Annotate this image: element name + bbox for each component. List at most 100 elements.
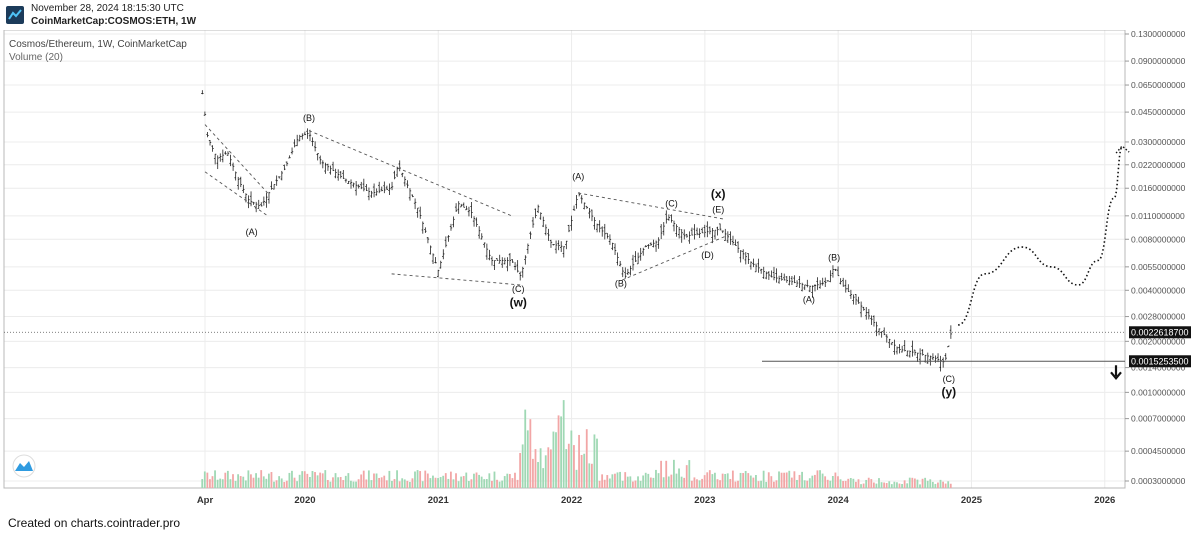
tv-badge-icon[interactable] <box>12 454 36 478</box>
volume-bar <box>291 470 293 488</box>
volume-bar <box>480 476 483 488</box>
volume-bar <box>426 473 429 488</box>
volume-bar <box>775 480 778 488</box>
volume-bar <box>352 481 355 488</box>
y-axis: 0.1300000000 0.0900000000 0.0650000000 0.04… <box>1125 30 1186 486</box>
volume-bar <box>924 477 927 488</box>
trendline <box>308 130 512 217</box>
volume-bar <box>711 474 714 488</box>
volume-bar <box>847 478 850 488</box>
volume-bar <box>462 476 465 488</box>
volume-bar <box>772 481 775 488</box>
volume-bar <box>903 480 906 488</box>
volume-bar <box>593 434 596 488</box>
volume-bar <box>793 471 796 488</box>
volume-bar <box>770 476 773 488</box>
wave-label: (A) <box>246 227 258 237</box>
volume-bar <box>347 473 350 488</box>
volume-bar <box>934 483 937 488</box>
wave-label: (D) <box>701 250 714 260</box>
volume-bar <box>534 449 537 488</box>
volume-bar <box>378 477 381 488</box>
volume-bar <box>224 472 227 488</box>
wave-label: (E) <box>712 205 724 215</box>
volume-bar <box>326 479 329 488</box>
volume-bar <box>370 480 373 488</box>
volume-bar <box>503 476 506 488</box>
volume-bar <box>947 481 950 488</box>
volume-bar <box>655 469 657 488</box>
volume-bar <box>583 453 586 488</box>
volume-bar <box>885 483 888 488</box>
volume-bar <box>693 477 696 488</box>
volume-bar <box>521 444 524 488</box>
volume-bar <box>201 479 204 488</box>
volume-bar <box>908 477 911 488</box>
volume-bar <box>344 475 347 488</box>
volume-bar <box>455 473 457 488</box>
wave-label: (y) <box>941 385 956 399</box>
volume-bar <box>580 454 583 488</box>
volume-bar <box>734 481 737 488</box>
volume-bar <box>439 477 442 488</box>
volume-bar <box>529 419 532 488</box>
volume-bar <box>567 443 570 488</box>
volume-bar <box>434 477 437 488</box>
price-chart[interactable]: Cosmos/Ethereum, 1W, CoinMarketCap Volum… <box>0 30 1200 512</box>
volume-bar <box>429 478 432 488</box>
volume-bar <box>457 481 460 488</box>
wave-labels: (A)(B)(C)(w)(A)(B)(C)(D)(E)(x)(A)(B)(C)(… <box>246 113 956 399</box>
volume-bar <box>360 474 363 488</box>
volume-bar <box>637 476 639 488</box>
volume-bar <box>380 477 383 488</box>
volume-bar <box>888 481 891 488</box>
y-tick-label: 0.0028000000 <box>1131 312 1186 322</box>
volume-bar <box>206 472 209 488</box>
volume-bar <box>552 431 555 488</box>
volume-bar <box>283 481 286 488</box>
x-tick-label: 2023 <box>694 495 715 506</box>
volume-bar <box>631 481 634 488</box>
volume-bar <box>334 473 337 488</box>
volume-bar <box>288 472 291 488</box>
volume-bar <box>639 480 642 488</box>
y-tick-label: 0.0450000000 <box>1131 107 1186 117</box>
volume-bar <box>452 479 455 488</box>
volume-bar <box>285 480 288 488</box>
volume-bar <box>785 472 788 488</box>
y-tick-label: 0.0014000000 <box>1131 363 1186 373</box>
volume-bar <box>547 447 550 488</box>
volume-bar <box>362 470 365 488</box>
volume-bar <box>624 472 627 488</box>
volume-bar <box>788 470 791 488</box>
volume-bar <box>919 484 921 488</box>
volume-bar <box>673 459 675 488</box>
volume-bar <box>855 481 857 488</box>
volume-bar <box>588 463 591 488</box>
volume-bar <box>634 480 637 488</box>
x-tick-label: 2022 <box>561 495 582 506</box>
volume-bar <box>852 478 855 488</box>
volume-bar <box>893 481 896 488</box>
volume-bar <box>762 470 765 488</box>
volume-bar <box>562 400 565 488</box>
wave-label: (B) <box>828 252 840 262</box>
volume-bar <box>629 476 632 488</box>
volume-bar <box>424 470 427 488</box>
volume-bar <box>565 449 568 488</box>
volume-bar <box>819 470 821 488</box>
projection-line <box>957 146 1123 326</box>
volume-bar <box>388 470 391 488</box>
volume-bar <box>516 479 519 488</box>
y-tick-label: 0.0010000000 <box>1131 387 1186 397</box>
volume-bar <box>837 476 839 488</box>
volume-bar <box>221 479 224 488</box>
volume-bar <box>539 448 542 488</box>
header-date: November 28, 2024 18:15:30 UTC <box>31 3 184 14</box>
wave-label: (B) <box>615 279 627 289</box>
volume-bar <box>896 482 898 488</box>
volume-bar <box>652 477 655 488</box>
volume-bar <box>739 472 742 488</box>
volume-bar <box>831 476 834 488</box>
volume-bar <box>844 480 847 488</box>
